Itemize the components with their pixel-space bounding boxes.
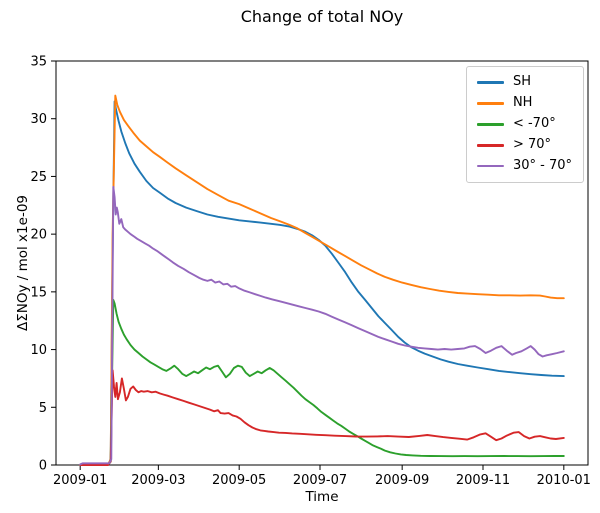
legend-label: < -70°: [512, 115, 556, 131]
legend-line-sample: [476, 123, 504, 126]
legend-item: SH: [476, 74, 572, 90]
series-line-30° - 70°: [79, 185, 565, 466]
y-tick-label: 30: [30, 112, 47, 127]
series-line-< -70°: [79, 298, 565, 466]
y-tick-label: 15: [30, 285, 47, 300]
x-tick-label: 2009-09: [375, 473, 429, 488]
y-tick-label: 10: [30, 343, 47, 358]
series-line-SH: [79, 100, 565, 466]
legend: SH NH < -70° > 70° 30° - 70°: [465, 66, 584, 183]
legend-label: 30° - 70°: [512, 157, 572, 173]
chart-title: Change of total NOy: [240, 7, 404, 26]
x-axis-label: Time: [305, 489, 339, 505]
axes-spines: [55, 60, 589, 466]
x-tick-label: 2009-03: [131, 473, 185, 488]
legend-line-sample: [476, 164, 504, 168]
x-tick-label: 2010-01: [537, 473, 591, 488]
y-axis-label: ΔΣNOy / mol x1e-09: [15, 195, 31, 331]
legend-label: SH: [512, 74, 531, 89]
legend-item: 30° - 70°: [476, 157, 572, 174]
x-tick-label: 2009-07: [293, 473, 347, 488]
legend-item: NH: [476, 94, 572, 111]
x-tick-label: 2009-11: [456, 473, 510, 488]
legend-line-sample: [476, 144, 504, 147]
legend-label: NH: [512, 94, 533, 110]
series-line-NH: [79, 94, 565, 466]
x-tick-label: 2009-05: [212, 473, 266, 488]
y-tick-label: 35: [30, 55, 47, 70]
x-tick-label: 2009-01: [53, 473, 107, 488]
legend-item: > 70°: [476, 136, 572, 153]
legend-line-sample: [476, 81, 504, 84]
y-tick-label: 25: [30, 170, 47, 185]
legend-line-sample: [476, 102, 504, 105]
y-tick-label: 5: [39, 401, 47, 416]
series-line-> 70°: [79, 369, 565, 466]
y-tick-label: 0: [39, 459, 47, 474]
legend-item: < -70°: [476, 115, 572, 132]
legend-label: > 70°: [512, 136, 552, 152]
y-tick-label: 20: [30, 228, 47, 243]
